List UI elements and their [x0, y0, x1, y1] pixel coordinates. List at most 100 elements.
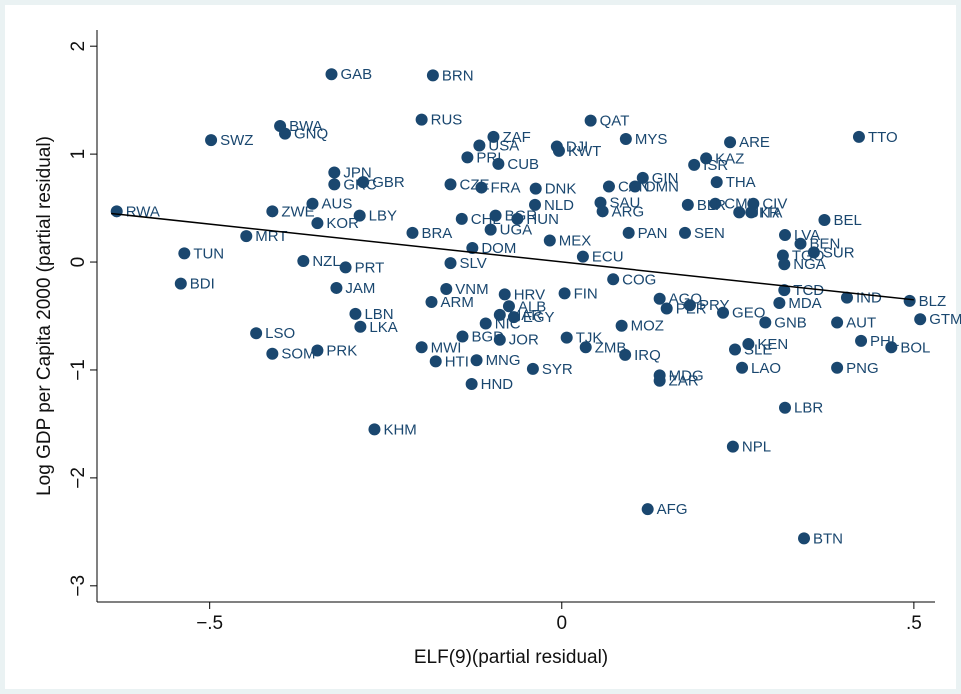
point: [641, 503, 654, 516]
graph-region: [5, 5, 956, 689]
point-label: ZAR: [669, 373, 699, 390]
point: [330, 281, 343, 294]
point: [636, 171, 649, 184]
point: [619, 133, 632, 146]
point: [279, 127, 292, 140]
point-label: TGO: [792, 248, 825, 265]
point: [511, 212, 524, 225]
point: [622, 226, 635, 239]
point: [679, 226, 692, 239]
point-label: PAN: [638, 225, 668, 242]
point-label: JAM: [345, 280, 375, 297]
point-label: BLR: [697, 197, 726, 214]
point-label: ARE: [739, 134, 770, 151]
point-label: AUS: [321, 196, 352, 213]
y-tick-label: 2: [68, 41, 89, 52]
point-label: ALB: [518, 298, 546, 315]
point: [885, 341, 898, 354]
point: [914, 313, 927, 326]
point: [205, 134, 218, 147]
point-label: BRN: [442, 67, 474, 84]
point: [653, 374, 666, 387]
point-label: CAN: [618, 178, 650, 195]
point-label: DNK: [545, 181, 577, 198]
point-label: AUT: [846, 314, 876, 331]
point: [339, 261, 352, 274]
point-label: GAB: [340, 66, 372, 83]
x-tick-label: −.5: [196, 613, 223, 634]
y-tick-label: 0: [68, 257, 89, 268]
point: [493, 308, 506, 321]
point: [406, 226, 419, 239]
point: [726, 440, 739, 453]
point-label: BGR: [505, 208, 538, 225]
point-label: MWI: [431, 339, 462, 356]
point: [306, 197, 319, 210]
point-label: SYR: [542, 361, 573, 378]
point: [470, 354, 483, 367]
point-label: ZWE: [281, 203, 314, 220]
point-label: QAT: [600, 113, 630, 130]
point-label: IRQ: [634, 347, 661, 364]
point-label: LKA: [369, 319, 397, 336]
point-label: TCD: [793, 282, 824, 299]
point: [415, 341, 428, 354]
point: [349, 307, 362, 320]
point: [831, 316, 844, 329]
point: [710, 176, 723, 189]
point-label: COG: [622, 271, 656, 288]
point-label: KOR: [326, 215, 359, 232]
point: [489, 209, 502, 222]
point: [492, 157, 505, 170]
point-label: THA: [726, 174, 756, 191]
point-label: CUB: [507, 156, 539, 173]
point-label: BTN: [813, 530, 843, 547]
point: [709, 197, 722, 210]
point: [745, 206, 758, 219]
point-label: TJK: [576, 330, 603, 347]
point-label: NGA: [793, 256, 826, 273]
point: [426, 69, 439, 82]
point: [444, 178, 457, 191]
point: [498, 288, 511, 301]
point-label: ECU: [592, 249, 624, 266]
point: [807, 246, 820, 259]
point-label: MDA: [788, 295, 821, 312]
point-label: BWA: [289, 118, 323, 135]
point-label: SWZ: [220, 132, 253, 149]
point-label: PNG: [846, 360, 879, 377]
y-tick-label: −3: [68, 575, 89, 597]
y-tick-label: 1: [68, 149, 89, 160]
x-tick-label: 0: [556, 613, 567, 634]
point-label: NLD: [544, 197, 574, 214]
point: [629, 180, 642, 193]
point-label: MYS: [635, 131, 668, 148]
y-tick-label: −2: [68, 467, 89, 489]
point: [683, 299, 696, 312]
point-label: OMN: [644, 178, 679, 195]
point: [110, 205, 123, 218]
point: [466, 242, 479, 255]
point: [736, 361, 749, 374]
point: [759, 316, 772, 329]
point: [773, 297, 786, 310]
point: [487, 130, 500, 143]
point: [328, 178, 341, 191]
point-label: PRT: [355, 259, 385, 276]
point-label: LSO: [265, 325, 295, 342]
point-label: KEN: [757, 336, 788, 353]
point: [456, 330, 469, 343]
point-label: GNB: [774, 314, 807, 331]
point: [266, 205, 279, 218]
point: [778, 284, 791, 297]
point-label: FIN: [574, 285, 598, 302]
x-axis-title: ELF(9)(partial residual): [414, 647, 608, 668]
point-label: SAU: [610, 195, 641, 212]
point-label: LBR: [794, 400, 823, 417]
point-label: UKR: [748, 204, 780, 221]
point: [798, 532, 811, 545]
point: [778, 258, 791, 271]
point: [240, 230, 253, 243]
point: [526, 362, 539, 375]
